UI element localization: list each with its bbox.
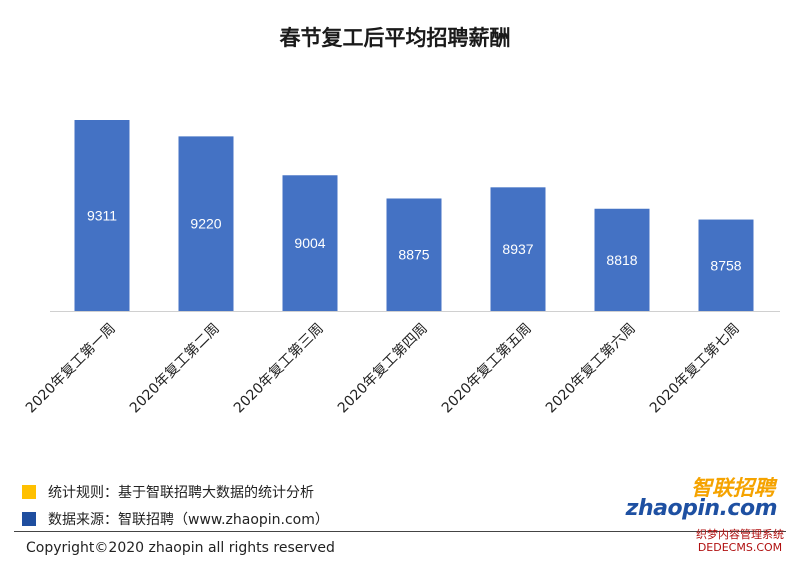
bar-7 [698, 219, 754, 311]
x-tick-label-4: 2020年复工第四周 [334, 320, 431, 417]
footer-divider [14, 531, 786, 532]
logo-cn-text: 智联招聘 [691, 476, 775, 500]
data-label-3: 9004 [294, 235, 325, 251]
x-tick-label-6: 2020年复工第六周 [542, 320, 639, 417]
legend-item-source: 数据来源：智联招聘（www.zhaopin.com） [22, 509, 329, 529]
copyright-text: Copyright©2020 zhaopin all rights reserv… [26, 540, 335, 556]
data-label-2: 9220 [190, 216, 221, 232]
bar-1 [74, 120, 130, 311]
legend-source-text: 数据来源：智联招聘（www.zhaopin.com） [48, 512, 329, 528]
data-label-5: 8937 [502, 241, 533, 257]
watermark-line2: DEDECMS.COM [697, 541, 783, 554]
bar-3 [282, 175, 338, 311]
logo-en-text: zhaopin.com [625, 496, 778, 521]
bar-6 [594, 208, 650, 311]
x-tick-label-1: 2020年复工第一周 [22, 320, 119, 417]
x-tick-label-7: 2020年复工第七周 [646, 320, 743, 417]
x-tick-label-2: 2020年复工第二周 [126, 320, 223, 417]
bar-2 [178, 136, 234, 311]
x-tick-label-5: 2020年复工第五周 [438, 320, 535, 417]
legend-item-rule: 统计规则：基于智联招聘大数据的统计分析 [22, 482, 314, 502]
data-label-1: 9311 [87, 208, 117, 224]
x-tick-label-3: 2020年复工第三周 [230, 320, 327, 417]
bar-chart: 9311 2020年复工第一周 9220 2020年复工第二周 9004 2020年复工第… [22, 120, 780, 417]
watermark-line1: 织梦内容管理系统 [696, 528, 784, 541]
legend-swatch-yellow [22, 485, 36, 499]
legend-swatch-blue [22, 512, 36, 526]
zhaopin-logo: 智联招聘 zhaopin.com [626, 472, 785, 524]
legend-rule-text: 统计规则：基于智联招聘大数据的统计分析 [48, 485, 314, 501]
data-label-4: 8875 [398, 247, 429, 263]
bar-5 [490, 187, 546, 311]
data-label-6: 8818 [606, 252, 637, 268]
dedecms-watermark: 织梦内容管理系统 DEDECMS.COM [696, 528, 784, 554]
bar-4 [386, 198, 442, 311]
data-label-7: 8758 [710, 257, 741, 273]
chart-title: 春节复工后平均招聘薪酬 [279, 26, 511, 50]
